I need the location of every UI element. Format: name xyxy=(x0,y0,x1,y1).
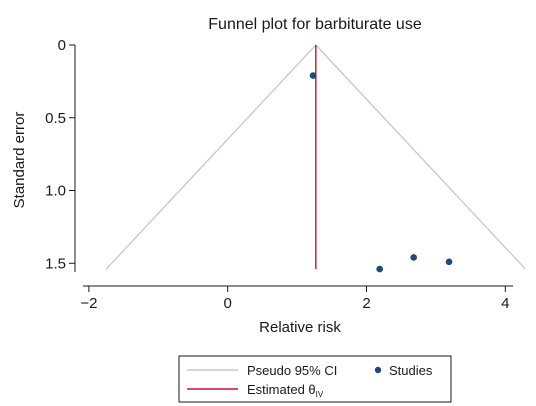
legend-studies-swatch xyxy=(374,366,382,374)
x-tick-label: 0 xyxy=(224,295,232,312)
x-axis-ticks: −2 0 2 4 xyxy=(80,286,509,312)
legend-estimate-label: Estimated θIV xyxy=(247,382,324,399)
study-point xyxy=(445,258,453,266)
ci-line-right xyxy=(315,44,526,270)
y-tick-label: 0.5 xyxy=(45,110,66,127)
x-tick-label: 2 xyxy=(362,295,370,312)
y-axis-label: Standard error xyxy=(11,112,28,209)
legend: Pseudo 95% CI Studies Estimated θIV xyxy=(178,355,452,403)
legend-estimate-subscript: IV xyxy=(316,390,324,399)
plot-area xyxy=(105,44,526,273)
legend-ci-label: Pseudo 95% CI xyxy=(247,363,337,378)
y-tick-label: 1.5 xyxy=(45,255,66,272)
y-axis-ticks: 0 0.5 1.0 1.5 xyxy=(45,37,75,272)
study-point xyxy=(410,254,417,261)
x-tick-label: −2 xyxy=(80,295,97,312)
legend-studies-label: Studies xyxy=(389,363,433,378)
y-tick-label: 0 xyxy=(58,37,66,54)
x-tick-label: 4 xyxy=(501,295,509,312)
legend-box xyxy=(178,355,452,403)
study-point xyxy=(309,72,317,79)
chart-title: Funnel plot for barbiturate use xyxy=(208,16,422,33)
ci-line-left xyxy=(105,44,317,270)
study-point xyxy=(376,265,383,273)
y-tick-label: 1.0 xyxy=(45,183,66,200)
legend-estimate-text: Estimated θ xyxy=(247,382,316,397)
x-axis-label: Relative risk xyxy=(259,319,341,336)
